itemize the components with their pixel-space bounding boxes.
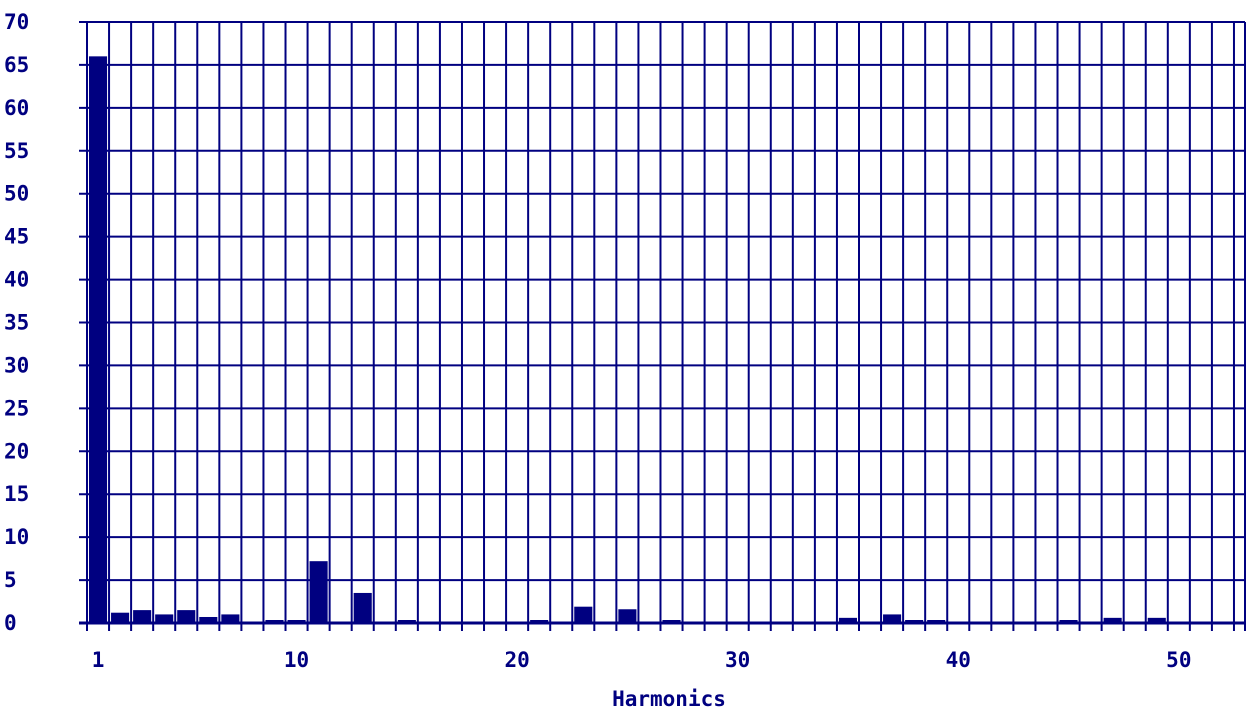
bar-harmonic-3 xyxy=(133,610,152,623)
x-tick-label: 10 xyxy=(284,648,309,672)
y-tick-label: 60 xyxy=(4,96,29,120)
y-tick-label: 45 xyxy=(4,225,29,249)
y-tick-label: 0 xyxy=(4,611,17,635)
bar-harmonic-45 xyxy=(1059,620,1078,623)
bar-harmonic-2 xyxy=(111,612,130,623)
bar-harmonic-9 xyxy=(265,620,284,623)
bar-harmonic-25 xyxy=(618,609,637,623)
bar-harmonic-7 xyxy=(221,614,240,623)
bar-harmonic-10 xyxy=(287,620,306,623)
x-tick-label: 30 xyxy=(725,648,750,672)
bar-harmonic-11 xyxy=(309,561,328,623)
bar-harmonic-23 xyxy=(574,606,593,623)
bar-harmonic-49 xyxy=(1147,617,1166,623)
y-tick-labels: 0 5 10 15 20 25 30 35 40 45 50 55 60 65 70 xyxy=(4,10,29,635)
x-tick-label: 1 xyxy=(92,648,105,672)
y-tick-label: 10 xyxy=(4,525,29,549)
bar-harmonic-35 xyxy=(838,617,858,623)
y-tick-label: 15 xyxy=(4,482,29,506)
bar-harmonic-1 xyxy=(88,56,108,624)
x-tick-label: 50 xyxy=(1166,648,1191,672)
y-tick-label: 70 xyxy=(4,10,29,34)
x-tick-labels: 1 10 20 30 40 50 xyxy=(92,648,1192,672)
bars xyxy=(88,56,1166,624)
bar-harmonic-5 xyxy=(177,610,196,623)
x-tick-label: 40 xyxy=(946,648,971,672)
y-tick-label: 25 xyxy=(4,396,29,420)
y-tick-label: 5 xyxy=(4,568,17,592)
y-tick-label: 55 xyxy=(4,139,29,163)
bar-harmonic-27 xyxy=(662,620,681,623)
bar-harmonic-15 xyxy=(397,620,416,623)
bar-harmonic-13 xyxy=(353,592,372,623)
bar-harmonic-21 xyxy=(530,620,549,623)
y-tick-label: 40 xyxy=(4,268,29,292)
y-tick-label: 50 xyxy=(4,182,29,206)
x-tick-label: 20 xyxy=(504,648,529,672)
y-tick-label: 20 xyxy=(4,439,29,463)
y-tick-label: 65 xyxy=(4,53,29,77)
bar-harmonic-4 xyxy=(155,614,174,623)
y-tick-label: 35 xyxy=(4,311,29,335)
bar-harmonic-6 xyxy=(199,616,218,623)
x-axis-title: Harmonics xyxy=(612,687,726,710)
bar-harmonic-38 xyxy=(905,620,924,623)
bar-harmonic-39 xyxy=(927,620,946,623)
bar-harmonic-37 xyxy=(883,614,902,623)
bar-harmonic-47 xyxy=(1103,617,1122,623)
y-tick-label: 30 xyxy=(4,353,29,377)
grid-lines xyxy=(79,21,1246,631)
